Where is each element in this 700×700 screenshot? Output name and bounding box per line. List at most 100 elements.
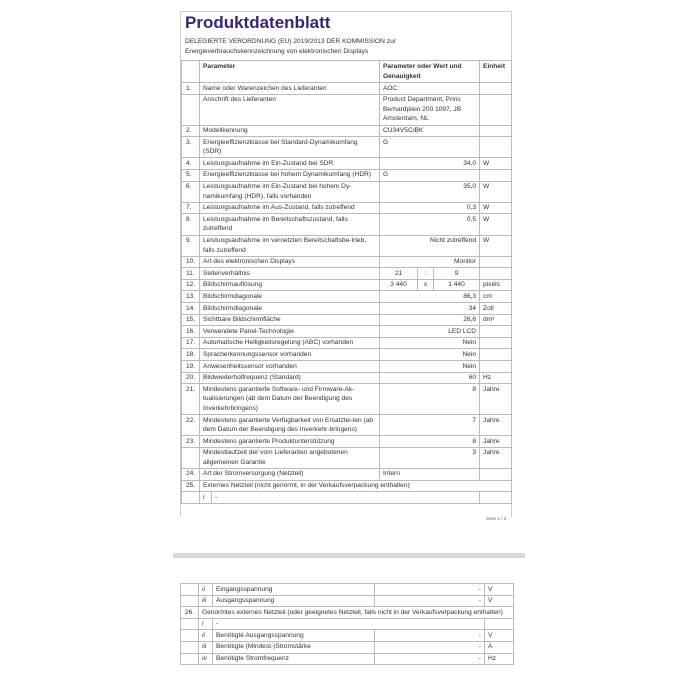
table-row: 5. Energieeffizienzklasse bei hohem Dynam… bbox=[181, 168, 513, 182]
value-separator: : bbox=[417, 267, 435, 280]
row-number: 7. bbox=[181, 201, 200, 215]
row-unit: W bbox=[479, 201, 513, 215]
row-unit bbox=[479, 136, 513, 159]
row-unit: cm bbox=[479, 290, 513, 304]
row-unit: W bbox=[479, 157, 513, 170]
row-unit: Jahre bbox=[479, 413, 513, 437]
row-value: 0,5 bbox=[379, 213, 481, 236]
row-parameter: Bildschirmauflösung bbox=[198, 278, 381, 292]
table-row: 15. Sichtbare Bildschirmfläche 26,6 dm² bbox=[181, 313, 513, 327]
sub-index: iv bbox=[198, 652, 213, 666]
page-number: Seite 1 / 2 bbox=[486, 516, 507, 521]
row-parameter: Leistungsaufnahme im Ein-Zustand bei SDR bbox=[198, 157, 381, 170]
value-part: 21 bbox=[379, 267, 419, 280]
row-number: 19. bbox=[181, 360, 200, 373]
row-number: 21. bbox=[181, 383, 200, 415]
header-unit: Einheit bbox=[479, 59, 513, 84]
row-number: 3. bbox=[181, 136, 200, 159]
row-number: 11. bbox=[181, 267, 200, 280]
row-parameter: Leistungsaufnahme im Aus-Zustand, falls … bbox=[198, 201, 381, 215]
row-parameter: Leistungsaufnahme im Ein-Zustand bei hoh… bbox=[198, 180, 381, 203]
row-parameter: Leistungsaufnahme im Bereitschaftszustan… bbox=[198, 213, 381, 236]
row-parameter: Bildwiederholfrequenz (Standard) bbox=[198, 371, 381, 385]
row-parameter: Benötigte (Mindest-)Stromstärke bbox=[212, 640, 375, 654]
row-unit: W bbox=[479, 213, 513, 236]
row-value: 0,3 bbox=[379, 201, 481, 215]
sub-index: ii bbox=[198, 583, 213, 596]
table-row: 8. Leistungsaufnahme im Bereitschaftszust… bbox=[181, 213, 513, 236]
row-value: G bbox=[379, 136, 481, 159]
row-unit: V bbox=[484, 583, 514, 596]
row-parameter: Benötigte Ausgangsspannung bbox=[212, 629, 375, 642]
row-value: Intern bbox=[379, 467, 481, 481]
row-number: 8. bbox=[181, 213, 200, 236]
row-parameter: Name oder Warenzeichen des Lieferanten bbox=[198, 82, 381, 95]
row-number: 12. bbox=[181, 278, 200, 292]
row-value: 60 bbox=[379, 371, 481, 385]
table-row: i- bbox=[181, 491, 513, 504]
row-unit: A bbox=[484, 640, 514, 654]
regulation-subtitle: DELEGIERTE VERORDNUNG (EU) 2019/2013 DER… bbox=[185, 37, 510, 57]
subtitle-line: DELEGIERTE VERORDNUNG (EU) 2019/2013 DER… bbox=[185, 38, 396, 45]
row-parameter: Externes Netzteil (nicht genormt, in der… bbox=[198, 479, 513, 493]
value-part: 3 440 bbox=[379, 278, 419, 292]
row-unit bbox=[484, 617, 514, 631]
table-row: 18. Spracherkennungssensor vorhanden Nein bbox=[181, 348, 513, 362]
row-unit bbox=[479, 124, 513, 138]
row-number bbox=[181, 491, 200, 504]
table-row: Mindestlaufzeit der vom Lieferanten ange… bbox=[181, 446, 513, 469]
row-value: 34,0 bbox=[379, 157, 481, 170]
row-number: 4. bbox=[181, 157, 200, 170]
row-number: 2. bbox=[181, 124, 200, 138]
row-value: CU34V5C/BK bbox=[379, 124, 481, 138]
row-value: Monitor bbox=[379, 255, 481, 269]
row-unit bbox=[479, 491, 513, 504]
table-row: 2. Modellkennung CU34V5C/BK bbox=[181, 124, 513, 138]
row-number: 22. bbox=[181, 413, 200, 437]
row-number: 17. bbox=[181, 336, 200, 350]
table-row: 21. Mindestens garantierte Software- und … bbox=[181, 383, 513, 415]
table-row: 9. Leistungsaufnahme im vernetzten Bereit… bbox=[181, 234, 513, 257]
row-number: 18. bbox=[181, 348, 200, 362]
subtitle-line: Energieverbrauchskennzeichnung von elekt… bbox=[185, 48, 369, 55]
row-number: 14. bbox=[181, 302, 200, 315]
table-row: 3. Energieeffizienzklasse bei Standard-Dy… bbox=[181, 136, 513, 159]
row-value: Nein bbox=[379, 360, 481, 373]
row-parameter: Mindestlaufzeit der vom Lieferanten ange… bbox=[198, 446, 381, 469]
sub-index: i bbox=[199, 491, 212, 504]
table-row: 7. Leistungsaufnahme im Aus-Zustand, fall… bbox=[181, 201, 513, 215]
sub-index: iii bbox=[198, 594, 213, 608]
row-parameter: Automatische Helligkeitsregelung (ABC) v… bbox=[198, 336, 381, 350]
row-value: - bbox=[374, 652, 485, 666]
row-parameter: Energieeffizienzklasse bei Standard-Dyna… bbox=[198, 136, 381, 159]
row-unit: W bbox=[479, 234, 513, 257]
table-row: 16. Verwendete Panel-Technologie LED LCD bbox=[181, 325, 513, 338]
row-parameter: Seitenverhältnis bbox=[198, 267, 381, 280]
row-number: 5. bbox=[181, 168, 200, 182]
table-header-row: Parameter Parameter oder Wert und Genaui… bbox=[181, 59, 513, 84]
sub-index: ii bbox=[198, 629, 213, 642]
row-number bbox=[180, 583, 199, 596]
row-unit bbox=[479, 325, 513, 338]
table-row: 4. Leistungsaufnahme im Ein-Zustand bei S… bbox=[181, 157, 513, 170]
row-value: G bbox=[379, 168, 481, 182]
sub-value: - bbox=[210, 491, 481, 504]
row-value: 3 bbox=[379, 446, 481, 469]
header-value: Parameter oder Wert und Genauigkeit bbox=[379, 59, 481, 84]
row-parameter: Mindestens garantierte Produktunterstütz… bbox=[198, 435, 381, 448]
table-row: iv Benötigte Stromfrequenz - Hz bbox=[180, 652, 514, 666]
row-value: 8 bbox=[379, 435, 481, 448]
table-row: 13. Bildschirmdiagonale 86,3 cm bbox=[181, 290, 513, 304]
row-unit: Jahre bbox=[479, 446, 513, 469]
row-value: 34 bbox=[379, 302, 481, 315]
row-unit bbox=[479, 336, 513, 350]
row-number: 15. bbox=[181, 313, 200, 327]
row-number: 23. bbox=[181, 435, 200, 448]
row-number: 13. bbox=[181, 290, 200, 304]
row-number: 6. bbox=[181, 180, 200, 203]
table-row: 19. Anwesenheitssensor vorhanden Nein bbox=[181, 360, 513, 373]
row-number bbox=[180, 652, 199, 666]
row-number bbox=[180, 594, 199, 608]
row-parameter: Sichtbare Bildschirmfläche bbox=[198, 313, 381, 327]
